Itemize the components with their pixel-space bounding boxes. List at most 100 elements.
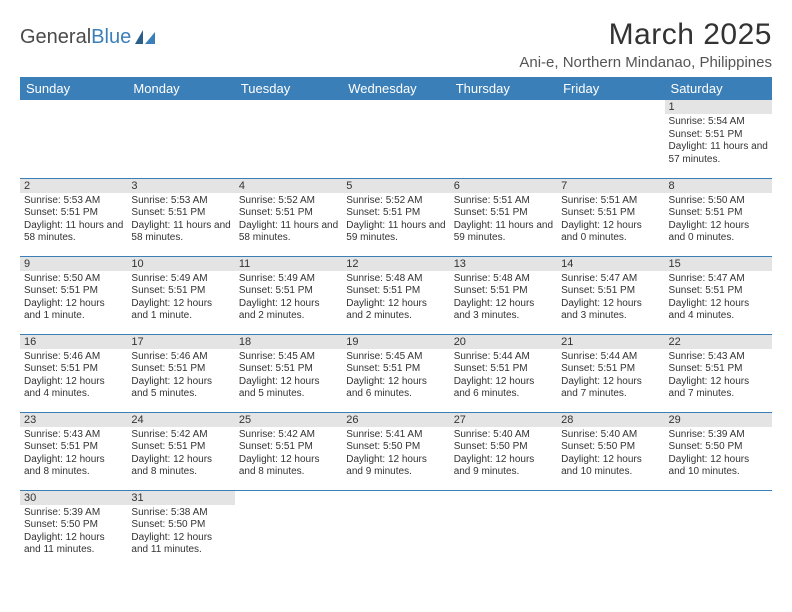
- cell-line: Sunrise: 5:47 AM: [669, 273, 768, 286]
- cell-line: Daylight: 12 hours and 8 minutes.: [131, 454, 230, 479]
- cell-line: Sunset: 5:51 PM: [346, 285, 445, 298]
- cell-line: Sunrise: 5:38 AM: [131, 507, 230, 520]
- cell-body: Sunrise: 5:52 AMSunset: 5:51 PMDaylight:…: [235, 193, 342, 247]
- cell-line: Daylight: 12 hours and 2 minutes.: [239, 298, 338, 323]
- cell-line: Sunrise: 5:52 AM: [239, 195, 338, 208]
- cell-line: Daylight: 12 hours and 0 minutes.: [669, 220, 768, 245]
- cell-line: Daylight: 12 hours and 4 minutes.: [24, 376, 123, 401]
- cell-line: Sunset: 5:51 PM: [239, 207, 338, 220]
- cell-body: Sunrise: 5:38 AMSunset: 5:50 PMDaylight:…: [127, 505, 234, 559]
- cell-line: Sunrise: 5:40 AM: [454, 429, 553, 442]
- day-number: [20, 100, 127, 102]
- calendar-cell: [342, 100, 449, 178]
- calendar-row: 1Sunrise: 5:54 AMSunset: 5:51 PMDaylight…: [20, 100, 772, 178]
- day-number: 30: [20, 491, 127, 505]
- weekday-header: Thursday: [450, 77, 557, 100]
- calendar-cell: 6Sunrise: 5:51 AMSunset: 5:51 PMDaylight…: [450, 178, 557, 256]
- cell-body: Sunrise: 5:50 AMSunset: 5:51 PMDaylight:…: [665, 193, 772, 247]
- calendar-cell: [235, 490, 342, 568]
- calendar-cell: [450, 490, 557, 568]
- cell-line: Daylight: 12 hours and 3 minutes.: [454, 298, 553, 323]
- calendar-cell: 29Sunrise: 5:39 AMSunset: 5:50 PMDayligh…: [665, 412, 772, 490]
- cell-line: Sunrise: 5:52 AM: [346, 195, 445, 208]
- cell-line: Sunrise: 5:50 AM: [24, 273, 123, 286]
- cell-line: Daylight: 12 hours and 6 minutes.: [454, 376, 553, 401]
- cell-body: Sunrise: 5:39 AMSunset: 5:50 PMDaylight:…: [665, 427, 772, 481]
- cell-line: Sunrise: 5:50 AM: [669, 195, 768, 208]
- cell-body: Sunrise: 5:47 AMSunset: 5:51 PMDaylight:…: [557, 271, 664, 325]
- calendar-cell: 7Sunrise: 5:51 AMSunset: 5:51 PMDaylight…: [557, 178, 664, 256]
- cell-line: Sunset: 5:50 PM: [24, 519, 123, 532]
- cell-body: Sunrise: 5:52 AMSunset: 5:51 PMDaylight:…: [342, 193, 449, 247]
- calendar-cell: 21Sunrise: 5:44 AMSunset: 5:51 PMDayligh…: [557, 334, 664, 412]
- cell-line: Sunset: 5:51 PM: [561, 363, 660, 376]
- logo-text-1: General: [20, 26, 91, 48]
- cell-body: Sunrise: 5:53 AMSunset: 5:51 PMDaylight:…: [20, 193, 127, 247]
- cell-line: Sunset: 5:51 PM: [24, 285, 123, 298]
- day-number: 29: [665, 413, 772, 427]
- day-number: 12: [342, 257, 449, 271]
- calendar-cell: 30Sunrise: 5:39 AMSunset: 5:50 PMDayligh…: [20, 490, 127, 568]
- calendar-cell: 28Sunrise: 5:40 AMSunset: 5:50 PMDayligh…: [557, 412, 664, 490]
- cell-line: Daylight: 12 hours and 10 minutes.: [669, 454, 768, 479]
- day-number: [450, 491, 557, 493]
- cell-line: Sunrise: 5:42 AM: [131, 429, 230, 442]
- cell-body: Sunrise: 5:54 AMSunset: 5:51 PMDaylight:…: [665, 114, 772, 168]
- cell-line: Daylight: 12 hours and 11 minutes.: [24, 532, 123, 557]
- weekday-header: Sunday: [20, 77, 127, 100]
- day-number: [235, 100, 342, 102]
- day-number: 15: [665, 257, 772, 271]
- calendar-cell: 11Sunrise: 5:49 AMSunset: 5:51 PMDayligh…: [235, 256, 342, 334]
- cell-line: Sunset: 5:51 PM: [346, 207, 445, 220]
- location-text: Ani-e, Northern Mindanao, Philippines: [519, 54, 772, 71]
- cell-body: Sunrise: 5:46 AMSunset: 5:51 PMDaylight:…: [127, 349, 234, 403]
- weekday-row: SundayMondayTuesdayWednesdayThursdayFrid…: [20, 77, 772, 100]
- day-number: [557, 491, 664, 493]
- day-number: 7: [557, 179, 664, 193]
- calendar-body: 1Sunrise: 5:54 AMSunset: 5:51 PMDaylight…: [20, 100, 772, 568]
- day-number: 10: [127, 257, 234, 271]
- cell-body: Sunrise: 5:41 AMSunset: 5:50 PMDaylight:…: [342, 427, 449, 481]
- cell-line: Sunrise: 5:53 AM: [131, 195, 230, 208]
- cell-line: Sunrise: 5:45 AM: [239, 351, 338, 364]
- calendar-cell: 27Sunrise: 5:40 AMSunset: 5:50 PMDayligh…: [450, 412, 557, 490]
- weekday-header: Saturday: [665, 77, 772, 100]
- cell-line: Daylight: 11 hours and 57 minutes.: [669, 141, 768, 166]
- cell-line: Sunrise: 5:39 AM: [24, 507, 123, 520]
- cell-line: Daylight: 12 hours and 0 minutes.: [561, 220, 660, 245]
- day-number: [127, 100, 234, 102]
- cell-line: Sunset: 5:51 PM: [346, 363, 445, 376]
- day-number: 2: [20, 179, 127, 193]
- cell-line: Sunrise: 5:42 AM: [239, 429, 338, 442]
- day-number: 1: [665, 100, 772, 114]
- cell-line: Daylight: 12 hours and 2 minutes.: [346, 298, 445, 323]
- calendar-cell: 4Sunrise: 5:52 AMSunset: 5:51 PMDaylight…: [235, 178, 342, 256]
- day-number: 19: [342, 335, 449, 349]
- logo-text-2: Blue: [91, 26, 131, 48]
- day-number: 16: [20, 335, 127, 349]
- cell-line: Daylight: 12 hours and 5 minutes.: [239, 376, 338, 401]
- day-number: 18: [235, 335, 342, 349]
- cell-line: Daylight: 12 hours and 11 minutes.: [131, 532, 230, 557]
- cell-line: Sunrise: 5:43 AM: [24, 429, 123, 442]
- cell-line: Sunset: 5:51 PM: [454, 207, 553, 220]
- cell-body: Sunrise: 5:49 AMSunset: 5:51 PMDaylight:…: [235, 271, 342, 325]
- day-number: [450, 100, 557, 102]
- cell-line: Daylight: 12 hours and 7 minutes.: [561, 376, 660, 401]
- calendar-cell: [235, 100, 342, 178]
- cell-body: Sunrise: 5:43 AMSunset: 5:51 PMDaylight:…: [20, 427, 127, 481]
- cell-line: Sunset: 5:51 PM: [131, 285, 230, 298]
- day-number: 13: [450, 257, 557, 271]
- month-title: March 2025: [519, 18, 772, 52]
- calendar-cell: 19Sunrise: 5:45 AMSunset: 5:51 PMDayligh…: [342, 334, 449, 412]
- day-number: [665, 491, 772, 493]
- cell-line: Sunrise: 5:49 AM: [131, 273, 230, 286]
- cell-body: Sunrise: 5:40 AMSunset: 5:50 PMDaylight:…: [557, 427, 664, 481]
- cell-body: Sunrise: 5:39 AMSunset: 5:50 PMDaylight:…: [20, 505, 127, 559]
- cell-line: Daylight: 11 hours and 59 minutes.: [346, 220, 445, 245]
- cell-line: Sunset: 5:50 PM: [346, 441, 445, 454]
- cell-body: Sunrise: 5:48 AMSunset: 5:51 PMDaylight:…: [342, 271, 449, 325]
- cell-line: Daylight: 12 hours and 6 minutes.: [346, 376, 445, 401]
- cell-line: Daylight: 11 hours and 58 minutes.: [239, 220, 338, 245]
- cell-line: Sunset: 5:51 PM: [239, 441, 338, 454]
